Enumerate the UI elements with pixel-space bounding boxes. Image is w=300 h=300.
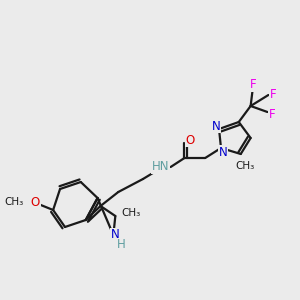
Text: N: N (111, 229, 120, 242)
Text: CH₃: CH₃ (4, 197, 23, 207)
Text: H: H (117, 238, 126, 251)
Text: O: O (186, 134, 195, 146)
Text: N: N (212, 119, 220, 133)
Text: F: F (250, 79, 257, 92)
Text: O: O (31, 196, 40, 208)
Text: CH₃: CH₃ (122, 208, 141, 218)
Text: N: N (219, 146, 227, 158)
Text: F: F (269, 107, 276, 121)
Text: F: F (270, 88, 277, 100)
Text: HN: HN (152, 160, 169, 173)
Text: CH₃: CH₃ (235, 161, 254, 171)
